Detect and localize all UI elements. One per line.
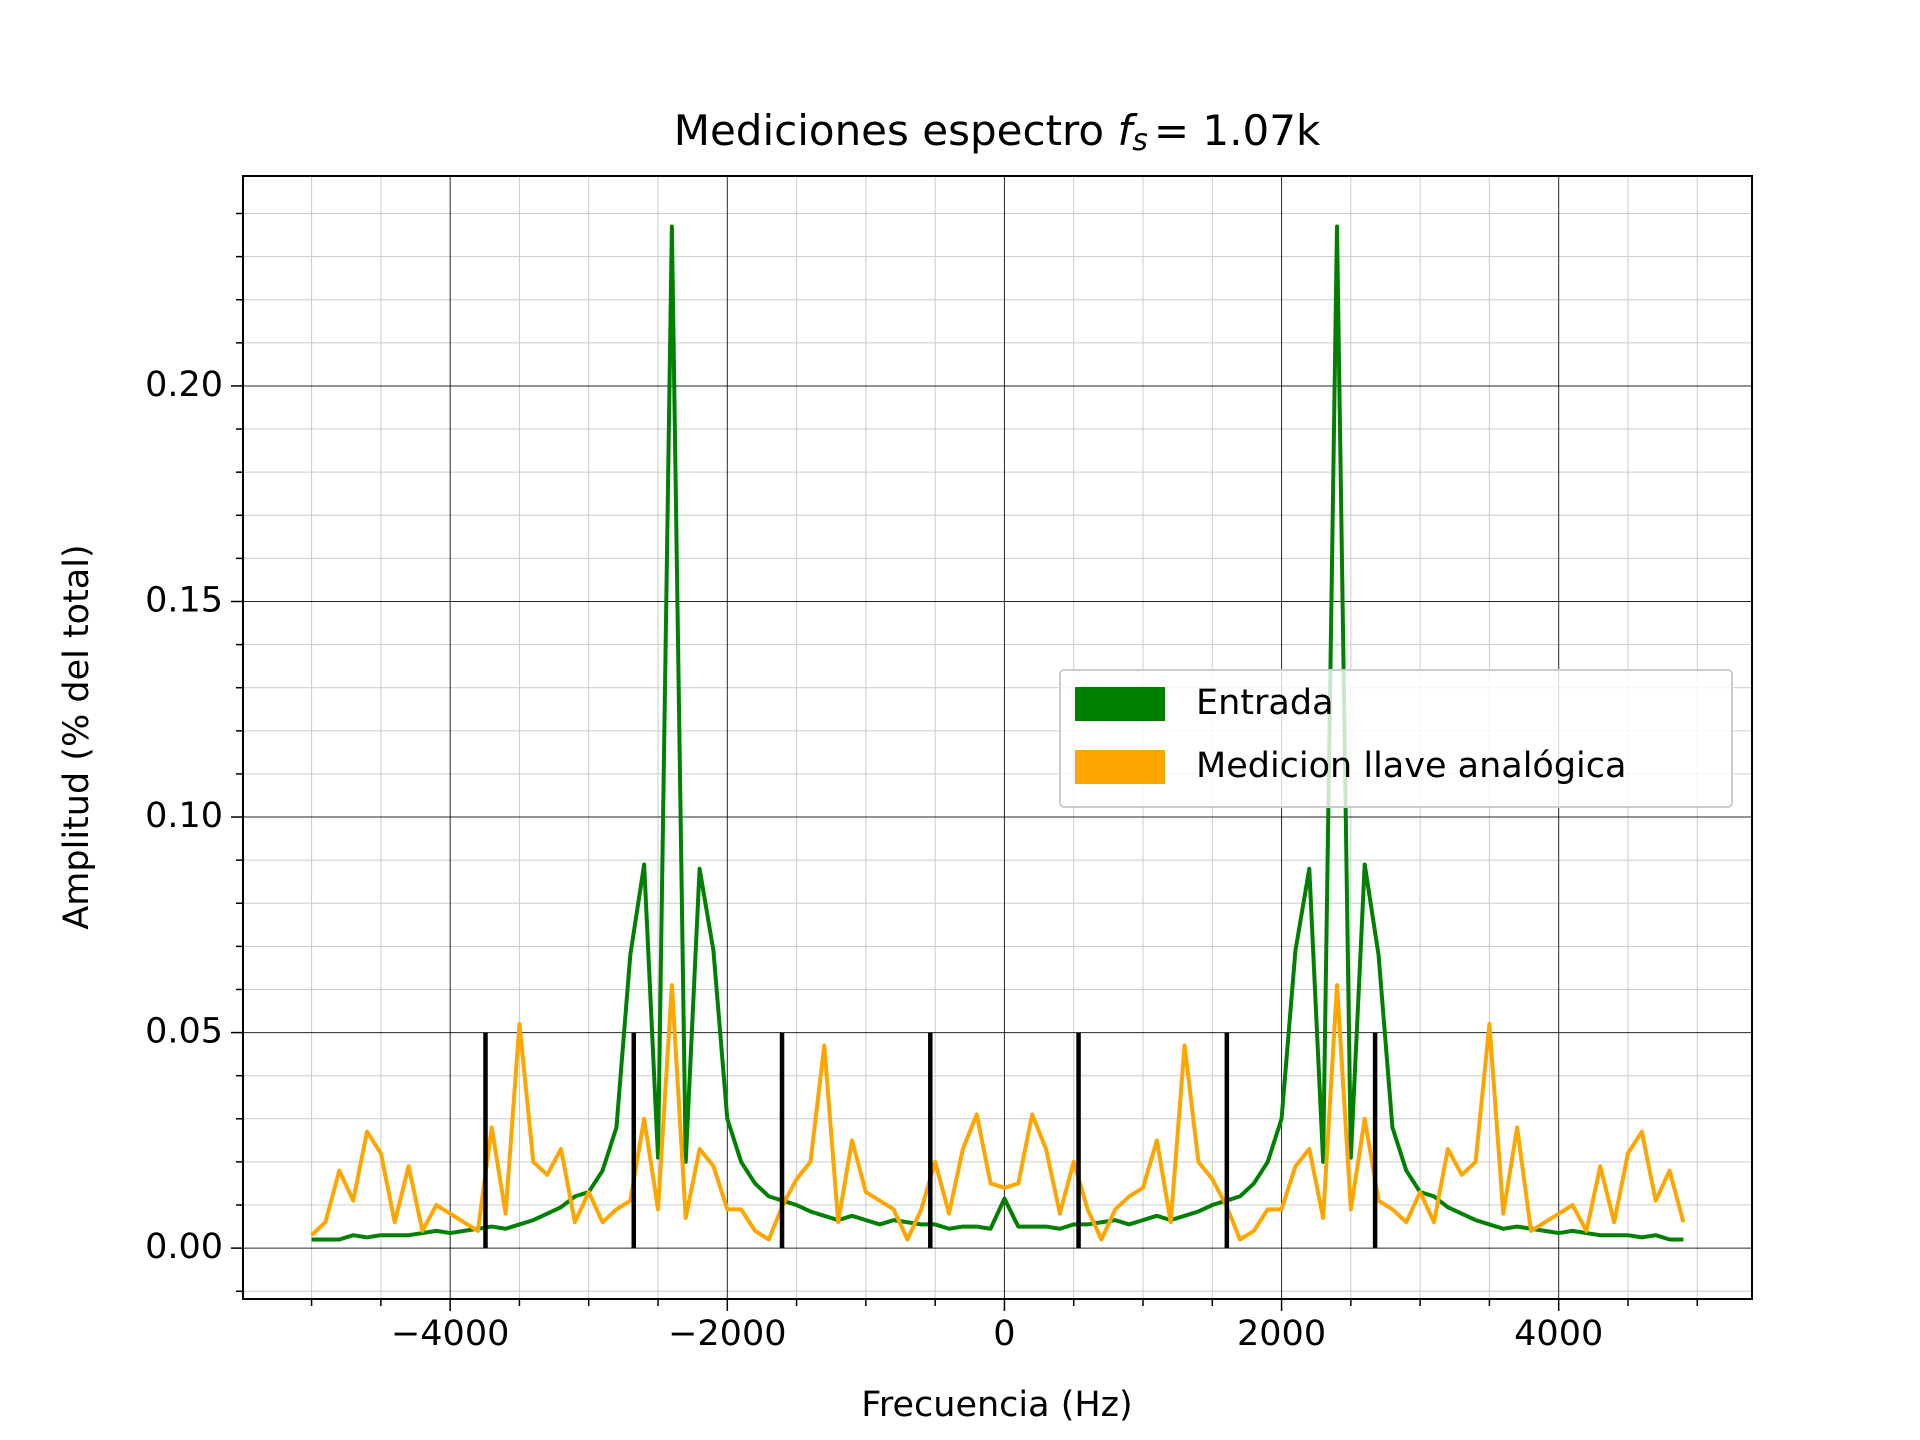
legend-label: Entrada [1196,683,1334,723]
x-tick-label: −4000 [391,1314,509,1354]
title-eq: = 1.07k [1154,106,1321,155]
plot-frame [242,175,1753,1300]
y-axis-label: Amplitud (% del total) [57,544,97,929]
y-tick-label: 0.10 [145,796,223,836]
data-line [311,224,1684,1242]
chart-title: Mediciones espectro fs = 1.07k [674,106,1321,158]
legend: Entrada Medicion llave analógica [1059,669,1733,808]
x-tick-label: −2000 [668,1314,786,1354]
y-tick-label: 0.00 [145,1227,223,1267]
y-tick-label: 0.15 [145,580,223,620]
legend-swatch [1075,687,1165,721]
x-tick-label: 2000 [1237,1314,1326,1354]
x-tick-label: 0 [993,1314,1015,1354]
legend-frame [1059,669,1733,808]
x-axis-label: Frecuencia (Hz) [861,1385,1132,1425]
y-tick-label: 0.20 [145,365,223,405]
title-sub: s [1132,123,1148,158]
legend-label: Medicion llave analógica [1196,746,1626,786]
legend-swatch [1075,750,1165,784]
x-tick-label: 4000 [1514,1314,1603,1354]
data-line [310,983,1686,1242]
title-text: Mediciones espectro [674,106,1104,155]
y-tick-label: 0.05 [145,1012,223,1052]
